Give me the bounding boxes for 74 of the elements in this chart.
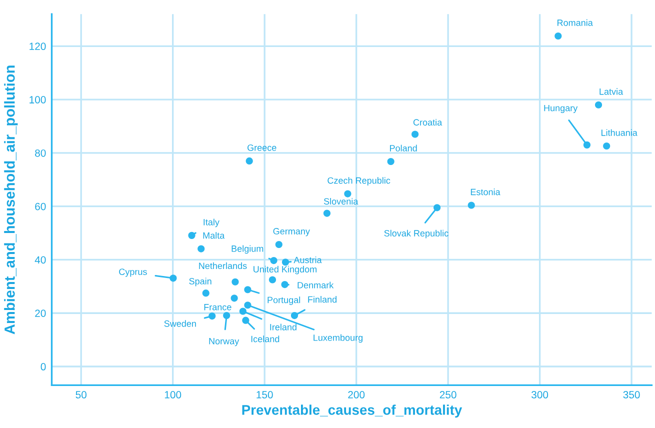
point	[188, 232, 196, 239]
point	[554, 32, 562, 40]
annotation: Romania	[557, 19, 593, 26]
annotation: Croatia	[413, 118, 442, 126]
x-axis-title: Preventable_causes_of_mortality	[242, 404, 462, 418]
annotation: Luxembourg	[314, 334, 362, 343]
annotation: Estonia	[470, 188, 500, 196]
annotation: Cyprus	[119, 268, 147, 277]
x-tick-label: 200	[348, 391, 365, 398]
point	[198, 245, 205, 252]
point	[268, 276, 276, 284]
point	[275, 240, 282, 248]
point	[281, 281, 288, 288]
annotation: Germany	[273, 228, 310, 236]
point	[434, 204, 441, 212]
annotation: Lithuania	[602, 129, 638, 136]
point	[242, 316, 250, 324]
point	[323, 210, 331, 217]
point	[594, 101, 602, 108]
annotation: Belgium	[232, 245, 264, 254]
annotation: Iceland	[251, 336, 280, 342]
annotation: Poland	[390, 144, 417, 152]
point	[411, 130, 419, 138]
y-axis-title: Ambient_and_household_air_pollution	[4, 66, 18, 334]
annotation: Italy	[204, 218, 220, 228]
point	[244, 286, 252, 294]
point	[468, 202, 475, 209]
y-tick-label: 80	[35, 149, 46, 157]
annotation: Ireland	[270, 324, 296, 330]
point	[270, 256, 278, 264]
y-tick-label: 100	[30, 96, 46, 104]
point	[344, 190, 352, 198]
annotation: Austria	[294, 256, 322, 264]
annotation: Sweden	[164, 320, 196, 327]
point	[244, 302, 252, 309]
x-tick-label: 150	[256, 391, 273, 398]
point	[202, 290, 210, 297]
point	[282, 258, 290, 266]
y-tick-label: 0	[40, 363, 46, 370]
annotation: Malta	[203, 232, 225, 239]
y-tick-label: 40	[34, 256, 46, 264]
annotation: Hungary	[544, 104, 578, 114]
point	[246, 157, 253, 164]
x-tick-label: 250	[440, 391, 456, 398]
annotation: Slovak Republic	[384, 230, 448, 238]
annotation: France	[204, 304, 232, 310]
x-tick-label: 300	[532, 391, 548, 398]
x-tick-label: 100	[164, 391, 182, 398]
annotation: Spain	[189, 278, 212, 286]
annotation: Denmark	[298, 282, 334, 288]
y-tick-label: 20	[35, 310, 46, 317]
annotation: Latvia	[600, 88, 624, 95]
annotation: Czech Republic	[328, 177, 390, 186]
annotation: Slovenia	[324, 198, 358, 205]
point	[387, 158, 394, 166]
annotation: Finland	[308, 296, 336, 303]
point	[223, 312, 230, 320]
y-tick-label: 60	[35, 202, 46, 210]
point	[208, 312, 216, 320]
annotation: Netherlands	[199, 262, 247, 270]
point	[583, 141, 590, 148]
annotation: Greece	[248, 144, 276, 151]
point	[603, 142, 610, 150]
x-tick-label: 350	[623, 391, 640, 398]
point	[290, 312, 298, 320]
point	[170, 274, 177, 282]
annotation: Norway	[209, 338, 240, 346]
annotation: Portugal	[268, 296, 300, 305]
annotation: United Kingdom	[254, 266, 316, 274]
point	[239, 308, 246, 315]
point	[232, 278, 239, 286]
x-tick-label: 50	[76, 391, 86, 398]
point	[230, 294, 238, 302]
y-tick-label: 120	[30, 42, 46, 50]
